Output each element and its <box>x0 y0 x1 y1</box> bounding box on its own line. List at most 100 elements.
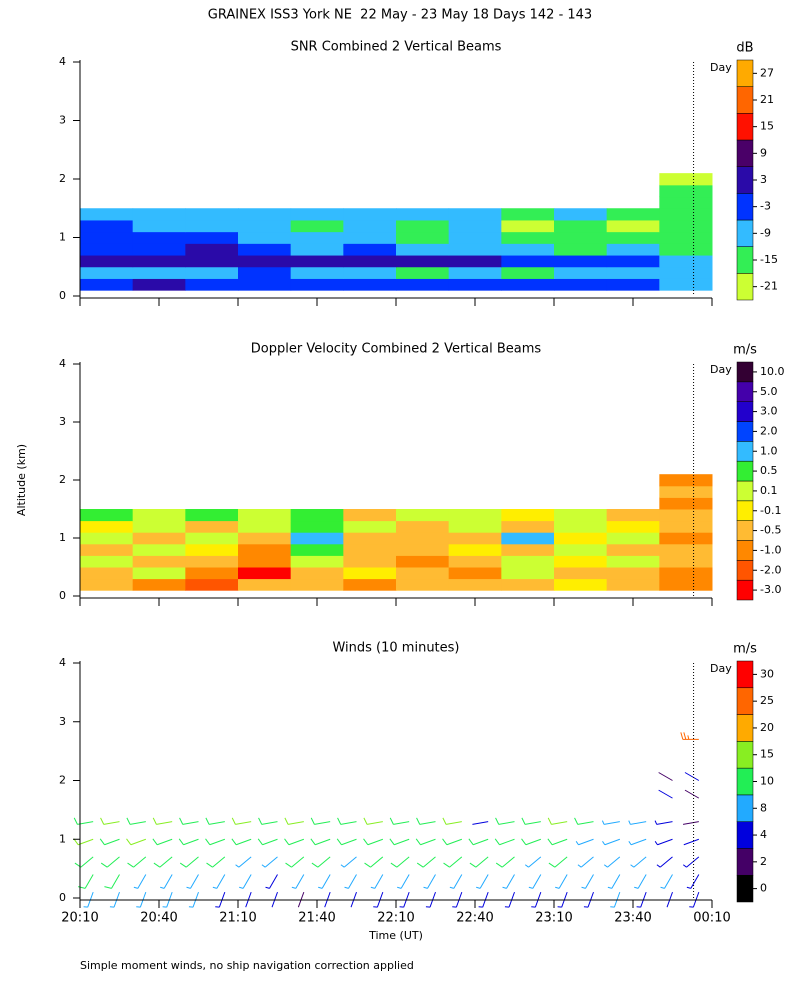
wind-barb <box>284 817 304 825</box>
colorbar-label: 8 <box>760 801 767 814</box>
wind-barb <box>363 817 383 825</box>
colorbar-box <box>736 741 754 769</box>
colorbar-label: 10 <box>760 775 774 788</box>
wind-barb <box>416 817 436 825</box>
heatmap-cell <box>606 509 660 522</box>
wind-barb <box>160 874 173 889</box>
colorbar-box <box>736 113 754 141</box>
wind-barb <box>100 856 120 868</box>
wind-barb <box>603 856 621 868</box>
colorbar-label: 2.0 <box>760 424 778 437</box>
colorbar-box <box>736 714 754 742</box>
heatmap-cell <box>80 231 134 244</box>
heatmap-cell <box>238 520 292 533</box>
wind-barb <box>415 838 436 846</box>
colorbar-box <box>736 381 754 402</box>
y-tick-label: 1 <box>59 531 66 544</box>
heatmap-cell <box>132 555 186 568</box>
wind-barb <box>656 856 673 868</box>
wind-barb <box>336 838 357 846</box>
y-tick-label: 3 <box>59 114 66 127</box>
heatmap-cell <box>396 567 450 580</box>
wind-barb <box>469 856 489 868</box>
wind-barb <box>628 838 647 846</box>
figure-title: GRAINEX ISS3 York NE 22 May - 23 May 18 … <box>208 8 592 23</box>
heatmap-cell <box>343 243 397 256</box>
heatmap-cell <box>554 543 608 556</box>
wind-barb <box>416 856 436 868</box>
heatmap-cell <box>448 555 502 568</box>
heatmap-cell <box>343 567 397 580</box>
heatmap-cell <box>659 184 713 198</box>
wind-barb <box>235 856 252 868</box>
wind-barb <box>390 856 410 868</box>
heatmap-cell <box>501 578 555 591</box>
colorbar-box <box>736 794 754 822</box>
x-tick-label: 20:10 <box>61 911 98 926</box>
heatmap-cell <box>554 208 608 221</box>
x-tick-label: 22:10 <box>377 911 414 926</box>
colorbar-label: -3 <box>760 200 771 213</box>
wind-barb <box>581 874 594 889</box>
y-tick-label: 3 <box>59 415 66 428</box>
heatmap-cell <box>290 243 344 256</box>
wind-barb <box>284 838 305 846</box>
heatmap-cell <box>448 520 502 533</box>
wind-barb <box>634 874 647 889</box>
heatmap-cell <box>396 208 450 221</box>
heatmap-cell <box>80 255 134 268</box>
heatmap-cell <box>396 555 450 568</box>
x-tick-label: 22:40 <box>456 911 493 926</box>
wind-barb <box>658 789 673 799</box>
heatmap-cell <box>554 266 608 279</box>
heatmap-cell <box>343 208 397 221</box>
wind-barb <box>682 821 699 825</box>
colorbar-label: 1.0 <box>760 444 778 457</box>
heatmap-cell <box>132 509 186 522</box>
heatmap-cell <box>501 520 555 533</box>
wind-barb <box>548 856 568 868</box>
heatmap-cell <box>659 243 713 256</box>
wind-barb <box>528 874 542 889</box>
heatmap-cell <box>290 520 344 533</box>
heatmap-cell <box>501 266 555 279</box>
wind-barb <box>602 838 621 846</box>
heatmap-cell <box>343 278 397 291</box>
footnote: Simple moment winds, no ship navigation … <box>80 959 414 972</box>
heatmap-cell <box>448 509 502 522</box>
wind-barb <box>521 817 541 825</box>
heatmap-cell <box>80 578 134 591</box>
heatmap-cell <box>554 555 608 568</box>
heatmap-cell <box>343 520 397 533</box>
wind-barb <box>686 874 700 889</box>
heatmap-cell <box>606 278 660 291</box>
heatmap-cell <box>659 173 713 186</box>
wind-barb <box>607 874 621 889</box>
heatmap-cell <box>659 255 713 268</box>
wind-barb <box>684 789 700 799</box>
heatmap-cell <box>185 543 239 556</box>
wind-barb <box>494 838 515 846</box>
colorbar-label: 3 <box>760 173 767 186</box>
wind-barb <box>370 874 384 889</box>
y-tick-label: 2 <box>59 774 66 787</box>
heatmap-cell <box>343 543 397 556</box>
wind-barb <box>476 874 489 889</box>
wind-barb <box>682 856 700 868</box>
heatmap-cell <box>290 208 344 221</box>
wind-barb <box>231 838 252 846</box>
wind-barb <box>133 874 147 889</box>
wind-barb <box>265 874 278 889</box>
heatmap-cell <box>132 266 186 279</box>
wind-barb <box>205 838 226 846</box>
wind-barb <box>310 817 331 825</box>
colorbar-box <box>736 441 754 462</box>
y-tick-label: 4 <box>59 55 66 68</box>
heatmap-cell <box>448 231 502 244</box>
y-tick-label: 3 <box>59 715 66 728</box>
heatmap-cell <box>396 231 450 244</box>
heatmap-cell <box>80 266 134 279</box>
wind-barb <box>577 856 594 868</box>
heatmap-cell <box>448 255 502 268</box>
heatmap-cell <box>132 532 186 545</box>
